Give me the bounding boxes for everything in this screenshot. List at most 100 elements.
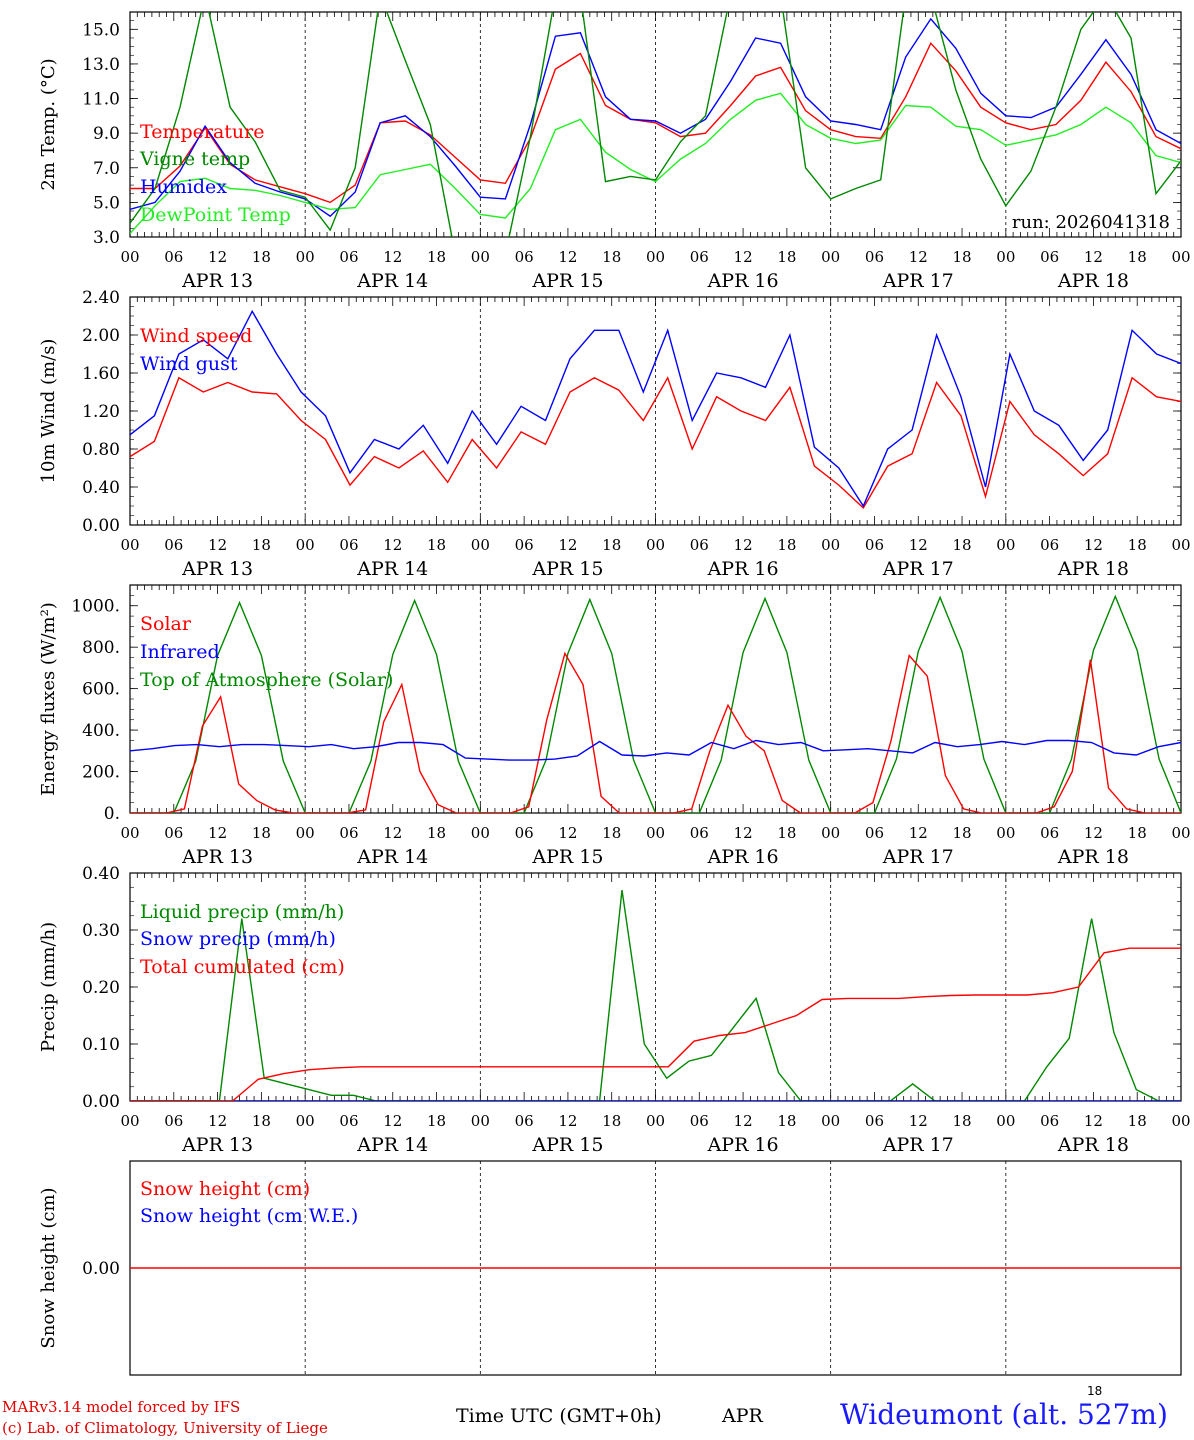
lab-credit: (c) Lab. of Climatology, University of L… bbox=[2, 1419, 328, 1437]
y-tick-label: 400. bbox=[82, 721, 120, 741]
x-tick-label: 12 bbox=[1084, 248, 1103, 266]
x-tick-label: 06 bbox=[515, 248, 534, 266]
x-tick-label: 00 bbox=[120, 248, 139, 266]
y-tick-label: 0. bbox=[104, 804, 120, 824]
y-tick-label: 0.00 bbox=[82, 1259, 120, 1279]
day-label: APR 14 bbox=[356, 846, 428, 868]
y-tick-label: 0.30 bbox=[82, 921, 120, 941]
x-tick-label: 06 bbox=[515, 824, 534, 842]
x-tick-label: 06 bbox=[865, 1112, 884, 1130]
legend-entry: Snow height (cm W.E.) bbox=[140, 1205, 358, 1227]
series-dewpoint-temp bbox=[130, 92, 1181, 234]
x-tick-label: 12 bbox=[208, 536, 227, 554]
x-tick-label: 06 bbox=[865, 536, 884, 554]
y-tick-label: 0.80 bbox=[82, 440, 120, 460]
x-tick-label: 00 bbox=[120, 824, 139, 842]
day-label: APR 18 bbox=[1057, 270, 1129, 292]
x-tick-label: 12 bbox=[1084, 536, 1103, 554]
x-tick-label: 12 bbox=[558, 1112, 577, 1130]
day-label: APR 16 bbox=[707, 270, 779, 292]
x-tick-label: 18 bbox=[952, 824, 971, 842]
y-tick-label: 7.0 bbox=[93, 159, 120, 179]
y-tick-label: 2.40 bbox=[82, 288, 120, 308]
x-tick-label: 00 bbox=[1171, 1112, 1190, 1130]
x-tick-label: 00 bbox=[296, 824, 315, 842]
x-tick-label: 18 bbox=[1128, 536, 1147, 554]
x-tick-label: 12 bbox=[734, 248, 753, 266]
day-small-label: 18 bbox=[1087, 1384, 1103, 1398]
x-tick-label: 00 bbox=[996, 824, 1015, 842]
x-tick-label: 00 bbox=[996, 1112, 1015, 1130]
y-tick-label: 13.0 bbox=[82, 55, 120, 75]
day-label: APR 13 bbox=[181, 558, 253, 580]
series-liquid-precip-mm-h bbox=[130, 889, 1181, 1101]
y-axis-label: Energy fluxes (W/m²) bbox=[38, 602, 59, 796]
x-tick-label: 06 bbox=[339, 536, 358, 554]
x-tick-label: 06 bbox=[1040, 536, 1059, 554]
x-tick-label: 18 bbox=[427, 248, 446, 266]
x-tick-label: 00 bbox=[646, 248, 665, 266]
x-tick-label: 12 bbox=[383, 536, 402, 554]
x-tick-label: 00 bbox=[821, 1112, 840, 1130]
x-tick-label: 18 bbox=[252, 1112, 271, 1130]
day-label: APR 16 bbox=[707, 1134, 779, 1156]
day-label: APR 16 bbox=[707, 558, 779, 580]
x-tick-label: 06 bbox=[865, 824, 884, 842]
series-humidex bbox=[130, 17, 1181, 218]
x-tick-label: 12 bbox=[558, 536, 577, 554]
model-credit: MARv3.14 model forced by IFS bbox=[2, 1398, 241, 1416]
x-tick-label: 00 bbox=[120, 1112, 139, 1130]
series-total-cumulated-cm bbox=[130, 947, 1181, 1101]
x-tick-label: 00 bbox=[996, 248, 1015, 266]
x-tick-label: 06 bbox=[339, 824, 358, 842]
x-tick-label: 00 bbox=[296, 536, 315, 554]
day-label: APR 17 bbox=[882, 1134, 954, 1156]
day-label: APR 15 bbox=[531, 558, 603, 580]
series-wind-gust bbox=[130, 309, 1181, 508]
day-label: APR 14 bbox=[356, 558, 428, 580]
x-tick-label: 12 bbox=[734, 824, 753, 842]
station-title: Wideumont (alt. 527m) bbox=[840, 1398, 1168, 1431]
day-label: APR 14 bbox=[356, 1134, 428, 1156]
x-tick-label: 06 bbox=[690, 536, 709, 554]
y-axis-label: Snow height (cm) bbox=[38, 1187, 59, 1348]
x-tick-label: 00 bbox=[471, 1112, 490, 1130]
x-tick-label: 18 bbox=[602, 248, 621, 266]
y-tick-label: 0.20 bbox=[82, 978, 120, 998]
x-tick-label: 12 bbox=[909, 248, 928, 266]
x-tick-label: 18 bbox=[252, 536, 271, 554]
x-tick-label: 00 bbox=[296, 248, 315, 266]
x-tick-label: 12 bbox=[909, 1112, 928, 1130]
panel-3: 0. 200. 400. 600. 800. 1000. Energy fluxes (W/… bbox=[38, 584, 1191, 868]
x-tick-label: 00 bbox=[120, 536, 139, 554]
x-tick-label: 12 bbox=[734, 536, 753, 554]
x-tick-label: 06 bbox=[164, 1112, 183, 1130]
x-tick-label: 06 bbox=[865, 248, 884, 266]
x-tick-label: 18 bbox=[602, 824, 621, 842]
x-tick-label: 18 bbox=[602, 1112, 621, 1130]
y-axis-label: Precip (mm/h) bbox=[38, 922, 59, 1052]
day-label: APR 17 bbox=[882, 270, 954, 292]
legend-entry: Snow height (cm) bbox=[140, 1178, 310, 1200]
x-tick-label: 00 bbox=[646, 1112, 665, 1130]
x-tick-label: 18 bbox=[252, 248, 271, 266]
x-tick-label: 06 bbox=[515, 1112, 534, 1130]
day-label: APR 13 bbox=[181, 1134, 253, 1156]
panel-4: 0.00 0.10 0.20 0.30 0.40 Precip (mm/h) 00 06 12 1… bbox=[38, 864, 1191, 1156]
x-tick-label: 12 bbox=[208, 1112, 227, 1130]
day-label: APR 15 bbox=[531, 270, 603, 292]
day-label: APR 16 bbox=[707, 846, 779, 868]
meteogram: 3.05.07.09.011.013.015.02m Temp. (°C)00 0… bbox=[38, 11, 1191, 1376]
y-tick-label: 800. bbox=[82, 638, 120, 658]
x-tick-label: 06 bbox=[339, 1112, 358, 1130]
x-tick-label: 12 bbox=[208, 248, 227, 266]
x-tick-label: 18 bbox=[952, 1112, 971, 1130]
legend-entry: Infrared bbox=[140, 641, 220, 663]
x-tick-label: 06 bbox=[1040, 824, 1059, 842]
y-tick-label: 3.0 bbox=[93, 228, 120, 248]
x-tick-label: 06 bbox=[515, 536, 534, 554]
x-tick-label: 18 bbox=[427, 536, 446, 554]
x-tick-label: 00 bbox=[821, 248, 840, 266]
y-tick-label: 1000. bbox=[71, 597, 120, 617]
day-label: APR 13 bbox=[181, 846, 253, 868]
